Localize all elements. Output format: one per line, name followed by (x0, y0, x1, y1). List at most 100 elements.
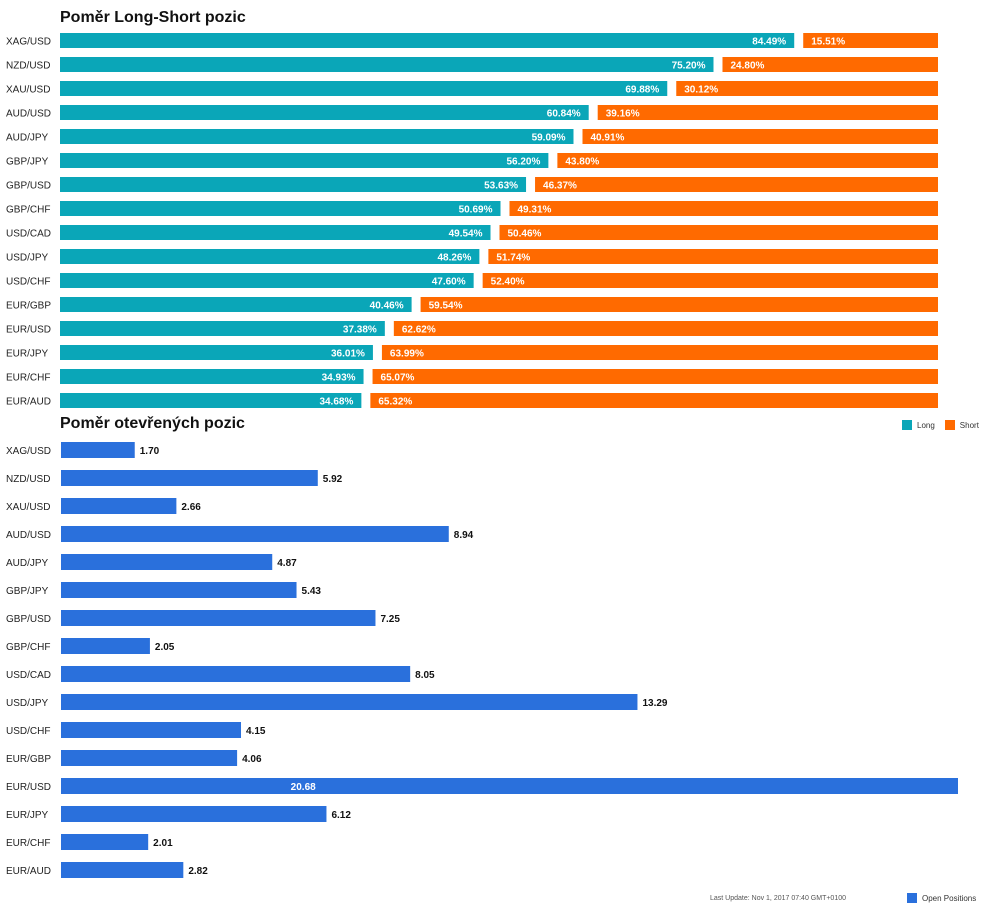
long-label-eur-aud: 34.68% (319, 397, 353, 408)
open-category-label-xau-usd: XAU/USD (6, 502, 50, 513)
short-label-gbp-usd: 46.37% (543, 181, 577, 192)
category-label-usd-cad: USD/CAD (6, 229, 51, 240)
long-bar-nzd-usd (60, 57, 714, 72)
category-label-xau-usd: XAU/USD (6, 85, 50, 96)
last-update-text: Last Update: Nov 1, 2017 07:40 GMT+0100 (710, 895, 847, 902)
long-label-usd-cad: 49.54% (449, 229, 483, 240)
long-label-xag-usd: 84.49% (752, 37, 786, 48)
long-label-xau-usd: 69.88% (625, 85, 659, 96)
open-bar-aud-usd (61, 526, 449, 542)
long-label-nzd-usd: 75.20% (672, 61, 706, 72)
open-category-label-usd-jpy: USD/JPY (6, 698, 49, 709)
short-bar-usd-chf (482, 273, 938, 288)
open-value-xag-usd: 1.70 (140, 446, 160, 457)
open-value-eur-usd: 20.68 (291, 782, 316, 793)
open-value-nzd-usd: 5.92 (323, 474, 343, 485)
open-bar-nzd-usd (61, 470, 318, 486)
open-bar-usd-cad (61, 666, 411, 682)
long-bar-usd-chf (60, 273, 474, 288)
open-bar-eur-usd (61, 778, 958, 794)
long-bar-eur-gbp (60, 297, 412, 312)
long-bar-eur-aud (60, 393, 362, 408)
short-bar-eur-gbp (420, 297, 938, 312)
open-bar-eur-aud (61, 862, 184, 878)
short-bar-gbp-chf (509, 201, 938, 216)
short-bar-eur-usd (393, 321, 938, 336)
open-bar-xag-usd (61, 442, 135, 458)
long-bar-aud-usd (60, 105, 589, 120)
open-value-usd-chf: 4.15 (246, 726, 266, 737)
short-label-nzd-usd: 24.80% (730, 61, 764, 72)
open-bar-gbp-usd (61, 610, 376, 626)
long-bar-xau-usd (60, 81, 668, 96)
long-label-usd-jpy: 48.26% (437, 253, 471, 264)
legend-open-positions: Open Positions (907, 893, 976, 903)
open-category-label-eur-gbp: EUR/GBP (6, 754, 51, 765)
open-bar-gbp-chf (61, 638, 150, 654)
open-value-gbp-chf: 2.05 (155, 642, 175, 653)
open-bar-aud-jpy (61, 554, 273, 570)
long-bar-gbp-usd (60, 177, 527, 192)
long-label-aud-usd: 60.84% (547, 109, 581, 120)
legend-label-open-positions: Open Positions (922, 893, 977, 903)
short-label-xau-usd: 30.12% (684, 85, 718, 96)
long-label-usd-chf: 47.60% (432, 277, 466, 288)
short-label-usd-jpy: 51.74% (496, 253, 530, 264)
open-bar-usd-jpy (61, 694, 638, 710)
open-value-aud-usd: 8.94 (454, 530, 474, 541)
legend-item-short: Short (944, 420, 979, 430)
open-category-label-gbp-jpy: GBP/JPY (6, 586, 49, 597)
open-bar-xau-usd (61, 498, 177, 514)
category-label-gbp-jpy: GBP/JPY (6, 157, 49, 168)
chart-title-long-short: Poměr Long-Short pozic (60, 9, 246, 26)
long-bar-gbp-chf (60, 201, 501, 216)
category-label-usd-chf: USD/CHF (6, 277, 50, 288)
short-bar-aud-jpy (582, 129, 938, 144)
open-category-label-nzd-usd: NZD/USD (6, 474, 50, 485)
short-label-eur-aud: 65.32% (378, 397, 412, 408)
short-label-eur-gbp: 59.54% (429, 301, 463, 312)
short-bar-aud-usd (597, 105, 938, 120)
open-category-label-aud-jpy: AUD/JPY (6, 558, 49, 569)
short-label-usd-cad: 50.46% (508, 229, 542, 240)
short-bar-gbp-usd (535, 177, 938, 192)
long-bar-usd-cad (60, 225, 491, 240)
short-bar-eur-chf (372, 369, 938, 384)
legend-swatch-long (902, 420, 912, 430)
open-value-gbp-jpy: 5.43 (302, 586, 322, 597)
open-category-label-usd-chf: USD/CHF (6, 726, 50, 737)
category-label-eur-usd: EUR/USD (6, 325, 51, 336)
long-bar-xag-usd (60, 33, 795, 48)
open-category-label-xag-usd: XAG/USD (6, 446, 51, 457)
legend-long-short: Long Short (902, 420, 987, 430)
open-value-eur-gbp: 4.06 (242, 754, 262, 765)
category-label-nzd-usd: NZD/USD (6, 61, 50, 72)
short-bar-usd-jpy (488, 249, 938, 264)
legend-swatch-short (944, 420, 955, 430)
open-category-label-eur-usd: EUR/USD (6, 782, 51, 793)
long-bar-eur-jpy (60, 345, 373, 360)
open-value-aud-jpy: 4.87 (277, 558, 297, 569)
long-label-gbp-chf: 50.69% (459, 205, 493, 216)
long-bar-usd-jpy (60, 249, 480, 264)
short-label-eur-jpy: 63.99% (390, 349, 424, 360)
category-label-gbp-usd: GBP/USD (6, 181, 51, 192)
open-value-usd-cad: 8.05 (415, 670, 435, 681)
category-label-gbp-chf: GBP/CHF (6, 205, 50, 216)
category-label-eur-gbp: EUR/GBP (6, 301, 51, 312)
category-label-eur-aud: EUR/AUD (6, 397, 51, 408)
long-bar-eur-usd (60, 321, 385, 336)
short-label-aud-usd: 39.16% (606, 109, 640, 120)
long-bar-gbp-jpy (60, 153, 549, 168)
short-label-gbp-jpy: 43.80% (565, 157, 599, 168)
open-bar-eur-gbp (61, 750, 238, 766)
open-category-label-gbp-chf: GBP/CHF (6, 642, 50, 653)
long-bar-aud-jpy (60, 129, 574, 144)
open-category-label-eur-jpy: EUR/JPY (6, 810, 49, 821)
chart-title-open-positions: Poměr otevřených pozic (60, 415, 245, 432)
category-label-eur-jpy: EUR/JPY (6, 349, 49, 360)
short-label-eur-chf: 65.07% (381, 373, 415, 384)
short-bar-xau-usd (676, 81, 938, 96)
long-label-eur-gbp: 40.46% (370, 301, 404, 312)
